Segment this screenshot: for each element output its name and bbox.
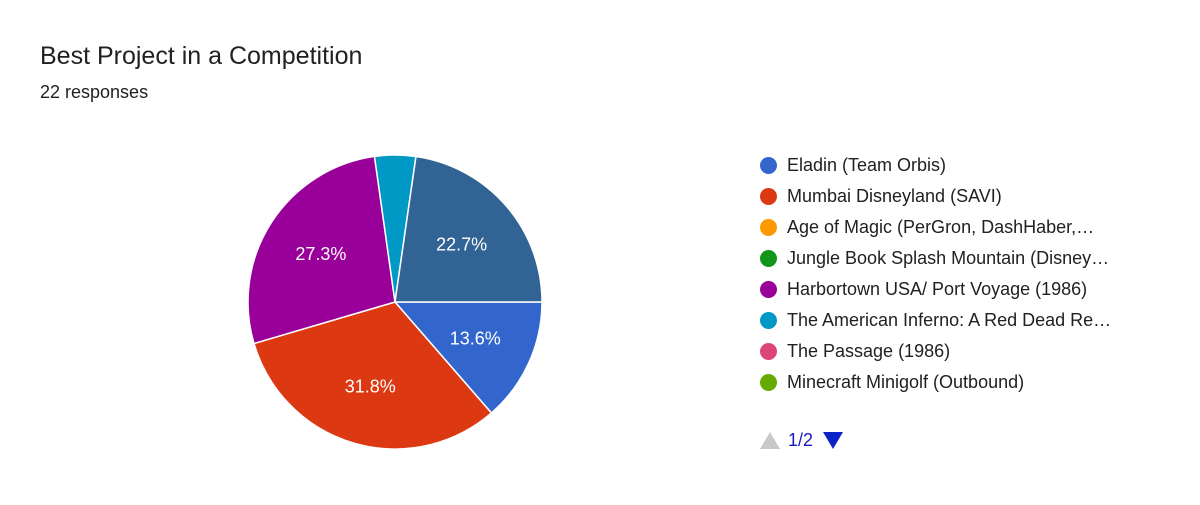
response-count: 22 responses [40,82,149,102]
pie-slice[interactable] [253,301,493,450]
legend-swatch-icon [760,157,777,174]
legend-item[interactable]: Harbortown USA/ Port Voyage (1986) [760,274,1160,305]
legend-swatch-icon [760,188,777,205]
legend-label: Minecraft Minigolf (Outbound) [787,372,1025,392]
next-page-icon[interactable] [823,431,844,449]
legend-swatch-icon [760,250,777,267]
legend-swatch-icon [760,343,777,360]
legend-pager: 1/2 [760,427,844,453]
legend-item[interactable]: Minecraft Minigolf (Outbound) [760,367,1160,398]
legend-swatch-icon [760,281,777,298]
slice-percent-label: 31.8% [345,377,396,397]
legend: Eladin (Team Orbis) Mumbai Disneyland (SA… [760,150,1160,398]
legend-label: Mumbai Disneyland (SAVI) [787,186,1002,206]
legend-item[interactable]: The American Inferno: A Red Dead Re… [760,305,1160,336]
legend-swatch-icon [760,374,777,391]
slice-percent-label: 27.3% [295,244,346,264]
previous-page-icon[interactable] [760,431,780,449]
legend-label: Jungle Book Splash Mountain (Disney… [787,248,1110,268]
legend-item[interactable]: Eladin (Team Orbis) [760,150,1160,181]
page-indicator: 1/2 [788,429,814,450]
slice-percent-label: 22.7% [436,234,487,254]
legend-label: The Passage (1986) [787,341,951,361]
pie-slice[interactable] [247,155,396,345]
pie-slice[interactable] [394,155,543,303]
legend-item[interactable]: Jungle Book Splash Mountain (Disney… [760,243,1160,274]
legend-swatch-icon [760,312,777,329]
chart-title: Best Project in a Competition [40,42,363,70]
legend-item[interactable]: Age of Magic (PerGron, DashHaber,… [760,212,1160,243]
pie-slice[interactable] [393,301,543,415]
legend-label: The American Inferno: A Red Dead Re… [787,310,1112,330]
legend-label: Harbortown USA/ Port Voyage (1986) [787,279,1088,299]
slice-percent-label: 13.6% [450,329,501,349]
legend-label: Eladin (Team Orbis) [787,155,947,175]
legend-item[interactable]: Mumbai Disneyland (SAVI) [760,181,1160,212]
legend-item[interactable]: The Passage (1986) [760,336,1160,367]
legend-swatch-icon [760,219,777,236]
legend-label: Age of Magic (PerGron, DashHaber,… [787,217,1095,237]
